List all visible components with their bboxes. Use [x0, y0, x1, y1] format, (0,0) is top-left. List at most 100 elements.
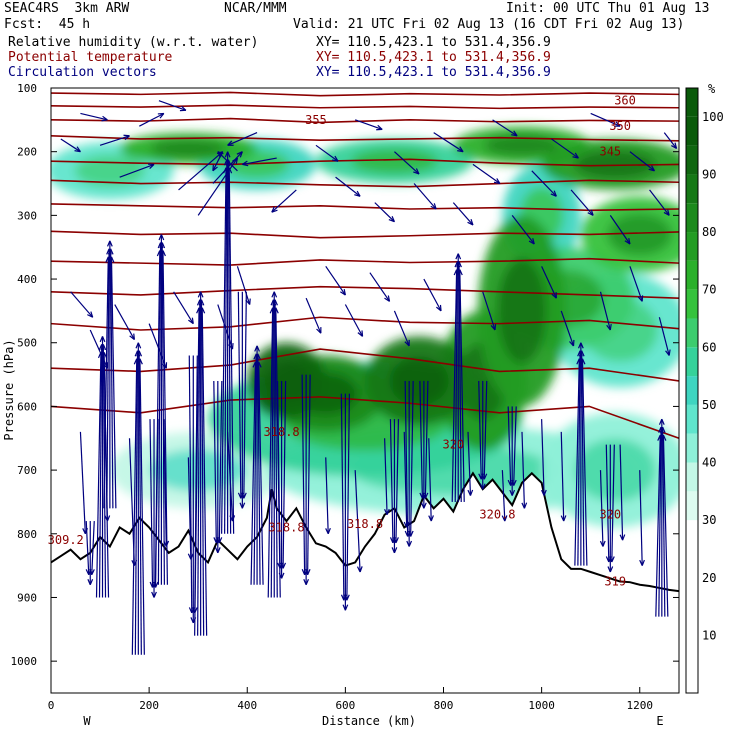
- circulation-vector: [531, 170, 557, 197]
- downdraft-vector: [280, 380, 287, 569]
- circulation-vector: [482, 291, 497, 331]
- colorbar-segment: [686, 88, 698, 117]
- contour-label: 345: [599, 145, 621, 159]
- downdraft-vector: [420, 380, 427, 509]
- colorbar-tick-label: 80: [702, 225, 716, 239]
- circulation-vector: [433, 132, 464, 153]
- updraft-vector: [578, 350, 585, 566]
- updraft-vector: [660, 434, 669, 617]
- header-fcst: Fcst: 45 h: [4, 17, 91, 32]
- isentrope-328: [51, 230, 679, 239]
- circulation-vector: [551, 138, 579, 159]
- colorbar-unit: %: [708, 82, 716, 96]
- updraft-vector: [159, 242, 166, 585]
- circulation-vector: [60, 138, 81, 153]
- x-end-label-left: W: [83, 714, 91, 728]
- colorbar-tick-label: 20: [702, 571, 716, 585]
- circulation-vector: [663, 132, 678, 150]
- plot-frame: [50, 87, 680, 694]
- x-tick-label: 200: [139, 699, 159, 712]
- updraft-vector: [108, 256, 117, 509]
- circulation-vector: [369, 272, 391, 302]
- humidity-core: [607, 213, 673, 256]
- circulation-vector: [629, 151, 655, 172]
- updraft-vector: [456, 261, 462, 502]
- colorbar-tick-label: 90: [702, 167, 716, 181]
- isentrope-345: [51, 134, 679, 142]
- isentrope-324: [51, 285, 679, 299]
- y-tick-label: 1000: [11, 655, 38, 668]
- circulation-vector: [541, 419, 547, 496]
- circulation-vector: [80, 112, 108, 122]
- downdraft-vector: [191, 355, 198, 614]
- downdraft-vector: [342, 393, 349, 611]
- downdraft-vector: [406, 380, 413, 547]
- field-label-rh: Relative humidity (w.r.t. water): [8, 35, 259, 50]
- y-tick-label: 400: [17, 273, 37, 286]
- updraft-vector: [225, 159, 232, 534]
- isentrope-330: [51, 203, 679, 212]
- isentrope-322: [51, 316, 679, 331]
- circulation-vector: [629, 266, 644, 302]
- circulation-vector: [609, 215, 631, 245]
- circulation-vector: [158, 100, 187, 112]
- contour-label: 360: [614, 94, 636, 108]
- isentrope-350: [51, 117, 679, 124]
- humidity-core: [351, 148, 438, 174]
- circulation-vector: [354, 119, 383, 131]
- circulation-vector: [393, 310, 410, 347]
- isentrope-335: [51, 179, 679, 188]
- colorbar-segment: [686, 491, 698, 521]
- downdraft-vector: [87, 521, 94, 585]
- humidity-core: [150, 139, 227, 158]
- colorbar-tick-label: 30: [702, 513, 716, 527]
- circulation-vector: [242, 157, 277, 167]
- circulation-vector: [570, 189, 594, 216]
- downdraft-vector: [152, 419, 159, 588]
- circulation-vector: [467, 431, 474, 496]
- colorbar-segment: [686, 520, 698, 549]
- field-xy-vectors: XY= 110.5,423.1 to 531.4,356.9: [316, 65, 551, 80]
- colorbar-segment: [686, 260, 698, 290]
- y-tick-label: 100: [17, 82, 37, 95]
- field-xy-theta: XY= 110.5,423.1 to 531.4,356.9: [316, 50, 551, 65]
- downdraft-vector: [304, 374, 311, 575]
- contour-label: 318.8: [347, 517, 383, 531]
- circulation-vector: [423, 278, 442, 312]
- downdraft-vector: [407, 380, 414, 537]
- terrain-mask: [51, 471, 679, 693]
- isentropes: [51, 91, 679, 440]
- contour-labels: 360 350 345 355 318.8 320 318.8 318.8 320.8 320 31…: [48, 94, 636, 589]
- circulation-vector: [472, 163, 501, 185]
- circulation-vector: [560, 310, 575, 347]
- y-tick-label: 200: [17, 146, 37, 159]
- colorbar-tick-label: 100: [702, 110, 724, 124]
- y-tick-label: 700: [17, 464, 37, 477]
- circulation-vector: [521, 431, 528, 509]
- circulation-vector: [139, 112, 165, 127]
- isentrope-360: [51, 91, 679, 97]
- field-label-theta: Potential temperature: [8, 50, 173, 65]
- updraft-vector: [197, 291, 204, 636]
- circulation-vector: [511, 215, 535, 245]
- contour-label: 318.8: [268, 520, 304, 534]
- updraft-vector: [224, 151, 231, 534]
- circulation-vector: [649, 189, 670, 216]
- circulation-vector: [599, 291, 612, 331]
- contour-label: 319: [604, 575, 626, 589]
- updraft-vector: [136, 350, 143, 655]
- field-label-vectors: Circulation vectors: [8, 65, 157, 80]
- downdraft-vector: [190, 355, 197, 624]
- circulation-vector: [305, 297, 322, 334]
- colorbar-segment: [686, 577, 698, 607]
- colorbar-segment: [686, 404, 698, 434]
- y-tick-label: 300: [17, 209, 37, 222]
- colorbar-frame: [685, 87, 699, 694]
- circulation-vector: [325, 457, 331, 535]
- isentrope-355: [51, 104, 679, 110]
- colorbar-segment: [686, 462, 698, 492]
- updraft-vector: [99, 336, 106, 598]
- header-center: NCAR/MMM: [224, 1, 287, 16]
- colorbar-segment: [686, 664, 698, 693]
- circulation-vector: [452, 202, 474, 226]
